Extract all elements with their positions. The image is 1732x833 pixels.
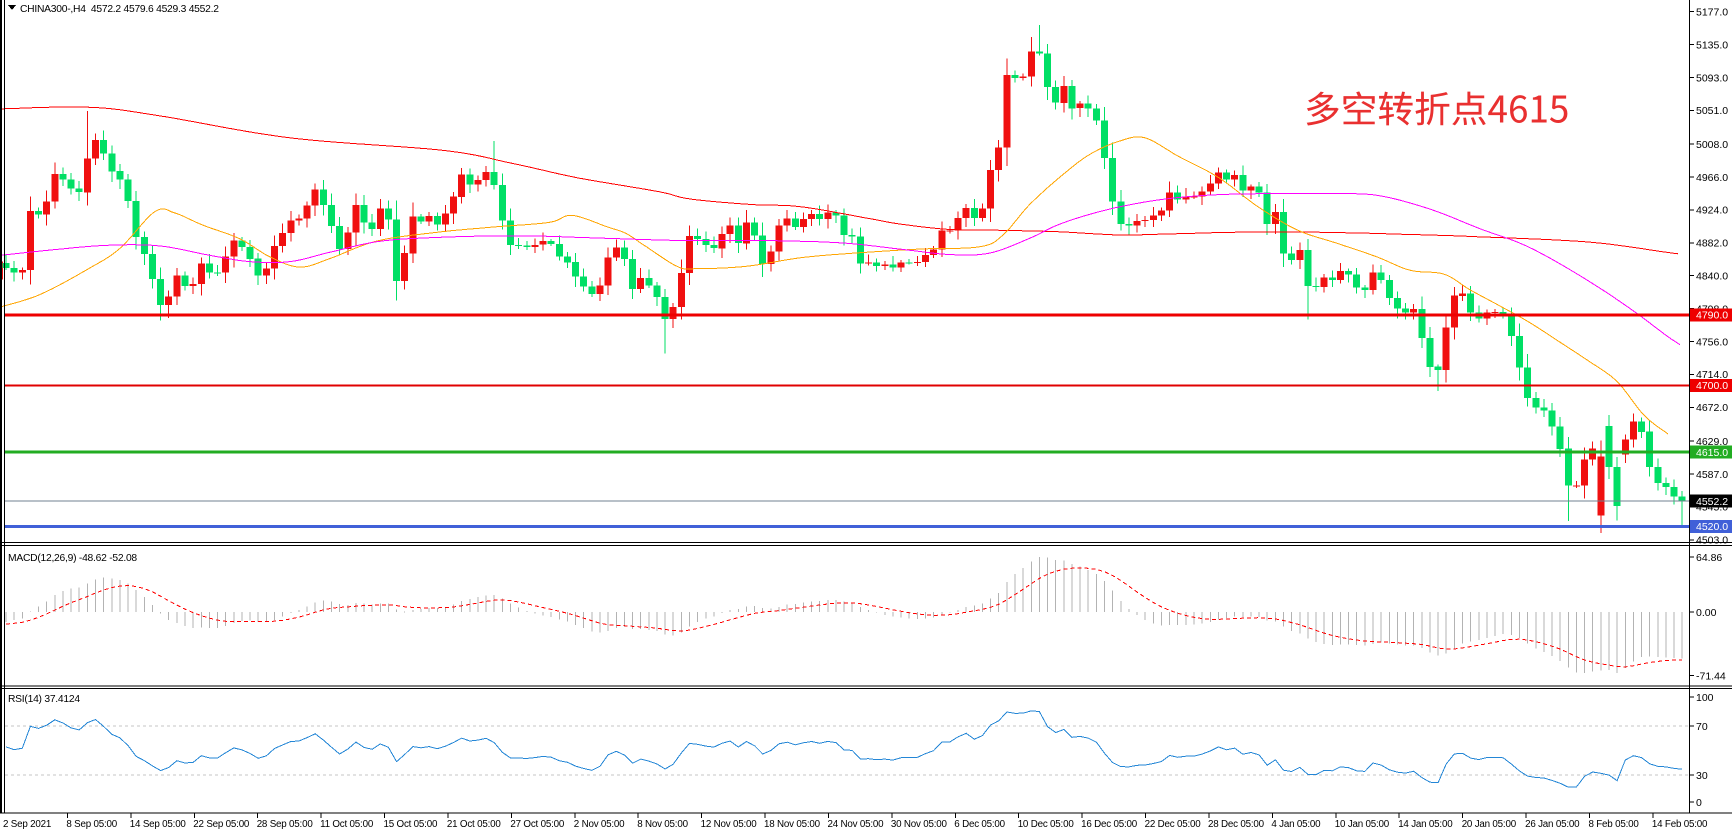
svg-text:8 Nov 05:00: 8 Nov 05:00 [637, 819, 688, 830]
svg-text:28 Sep 05:00: 28 Sep 05:00 [257, 819, 314, 830]
svg-text:5093.0: 5093.0 [1696, 72, 1728, 84]
svg-text:15 Oct 05:00: 15 Oct 05:00 [384, 819, 438, 830]
svg-text:4924.0: 4924.0 [1696, 205, 1728, 217]
svg-text:26 Jan 05:00: 26 Jan 05:00 [1525, 819, 1580, 830]
svg-text:2 Nov 05:00: 2 Nov 05:00 [574, 819, 625, 830]
svg-text:0: 0 [1696, 797, 1702, 809]
svg-text:30: 30 [1696, 770, 1708, 782]
svg-text:20 Jan 05:00: 20 Jan 05:00 [1462, 819, 1517, 830]
svg-text:4552.2: 4552.2 [1696, 496, 1728, 508]
svg-text:24 Nov 05:00: 24 Nov 05:00 [828, 819, 885, 830]
svg-text:4615.0: 4615.0 [1696, 447, 1728, 459]
svg-text:4714.0: 4714.0 [1696, 369, 1728, 381]
svg-text:4503.0: 4503.0 [1696, 535, 1728, 547]
svg-text:4 Jan 05:00: 4 Jan 05:00 [1271, 819, 1321, 830]
svg-text:4520.0: 4520.0 [1696, 521, 1728, 533]
svg-text:2 Sep 2021: 2 Sep 2021 [3, 819, 51, 830]
svg-text:18 Nov 05:00: 18 Nov 05:00 [764, 819, 821, 830]
svg-text:4756.0: 4756.0 [1696, 336, 1728, 348]
svg-text:30 Nov 05:00: 30 Nov 05:00 [891, 819, 948, 830]
svg-text:6 Dec 05:00: 6 Dec 05:00 [954, 819, 1005, 830]
svg-text:4790.0: 4790.0 [1696, 310, 1728, 322]
svg-text:5051.0: 5051.0 [1696, 105, 1728, 117]
svg-text:10 Dec 05:00: 10 Dec 05:00 [1018, 819, 1075, 830]
svg-text:5135.0: 5135.0 [1696, 39, 1728, 51]
svg-text:4882.0: 4882.0 [1696, 238, 1728, 250]
svg-text:70: 70 [1696, 721, 1708, 733]
svg-text:5177.0: 5177.0 [1696, 7, 1728, 19]
svg-text:RSI(14) 37.4124: RSI(14) 37.4124 [8, 694, 80, 705]
svg-text:21 Oct 05:00: 21 Oct 05:00 [447, 819, 501, 830]
svg-text:4840.0: 4840.0 [1696, 271, 1728, 283]
svg-text:11 Oct 05:00: 11 Oct 05:00 [320, 819, 374, 830]
svg-text:22 Dec 05:00: 22 Dec 05:00 [1145, 819, 1202, 830]
svg-text:0.00: 0.00 [1696, 607, 1717, 619]
svg-text:22 Sep 05:00: 22 Sep 05:00 [193, 819, 250, 830]
svg-text:4587.0: 4587.0 [1696, 469, 1728, 481]
svg-text:5008.0: 5008.0 [1696, 139, 1728, 151]
svg-text:8 Feb 05:00: 8 Feb 05:00 [1589, 819, 1640, 830]
svg-text:4629.0: 4629.0 [1696, 436, 1728, 448]
svg-text:4966.0: 4966.0 [1696, 172, 1728, 184]
svg-text:100: 100 [1696, 692, 1714, 704]
svg-text:-71.44: -71.44 [1696, 670, 1726, 682]
svg-text:14 Sep 05:00: 14 Sep 05:00 [130, 819, 187, 830]
svg-text:MACD(12,26,9) -48.62 -52.08: MACD(12,26,9) -48.62 -52.08 [8, 553, 137, 564]
svg-text:14 Jan 05:00: 14 Jan 05:00 [1398, 819, 1453, 830]
svg-text:10 Jan 05:00: 10 Jan 05:00 [1335, 819, 1390, 830]
svg-text:4700.0: 4700.0 [1696, 380, 1728, 392]
svg-text:27 Oct 05:00: 27 Oct 05:00 [510, 819, 564, 830]
svg-text:8 Sep 05:00: 8 Sep 05:00 [66, 819, 117, 830]
svg-text:16 Dec 05:00: 16 Dec 05:00 [1081, 819, 1138, 830]
svg-text:28 Dec 05:00: 28 Dec 05:00 [1208, 819, 1265, 830]
svg-text:4672.0: 4672.0 [1696, 402, 1728, 414]
svg-text:CHINA300-,H4 4572.2 4579.6 45: CHINA300-,H4 4572.2 4579.6 4529.3 4552.2 [20, 4, 219, 15]
svg-text:12 Nov 05:00: 12 Nov 05:00 [701, 819, 758, 830]
svg-text:14 Feb 05:00: 14 Feb 05:00 [1652, 819, 1708, 830]
svg-text:64.86: 64.86 [1696, 552, 1722, 564]
